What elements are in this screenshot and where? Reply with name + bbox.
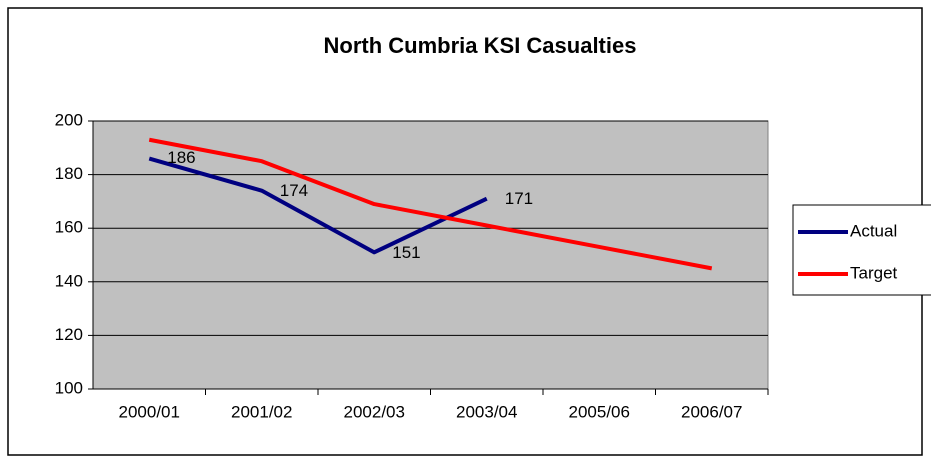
data-label: 151 (392, 243, 420, 262)
y-tick-label: 120 (55, 325, 83, 344)
legend (792, 204, 931, 296)
plot-area (92, 120, 769, 390)
x-tick-label: 2005/06 (569, 402, 630, 421)
y-tick-label: 100 (55, 378, 83, 397)
legend-label: Actual (850, 221, 897, 240)
x-tick-label: 2002/03 (344, 402, 405, 421)
x-tick-label: 2006/07 (681, 402, 742, 421)
x-tick-label: 2003/04 (456, 402, 517, 421)
x-tick-label: 2001/02 (231, 402, 292, 421)
series-line (148, 156, 488, 255)
data-label: 174 (280, 181, 308, 200)
legend-label: Target (850, 263, 898, 282)
data-label: 171 (505, 189, 533, 208)
y-tick-label: 160 (55, 218, 83, 237)
y-tick-label: 180 (55, 164, 83, 183)
y-tick-label: 200 (55, 110, 83, 129)
series-line (148, 137, 713, 271)
chart-title: North Cumbria KSI Casualties (324, 33, 637, 58)
x-tick-label: 2000/01 (119, 402, 180, 421)
y-tick-label: 140 (55, 271, 83, 290)
data-label: 186 (167, 148, 195, 167)
